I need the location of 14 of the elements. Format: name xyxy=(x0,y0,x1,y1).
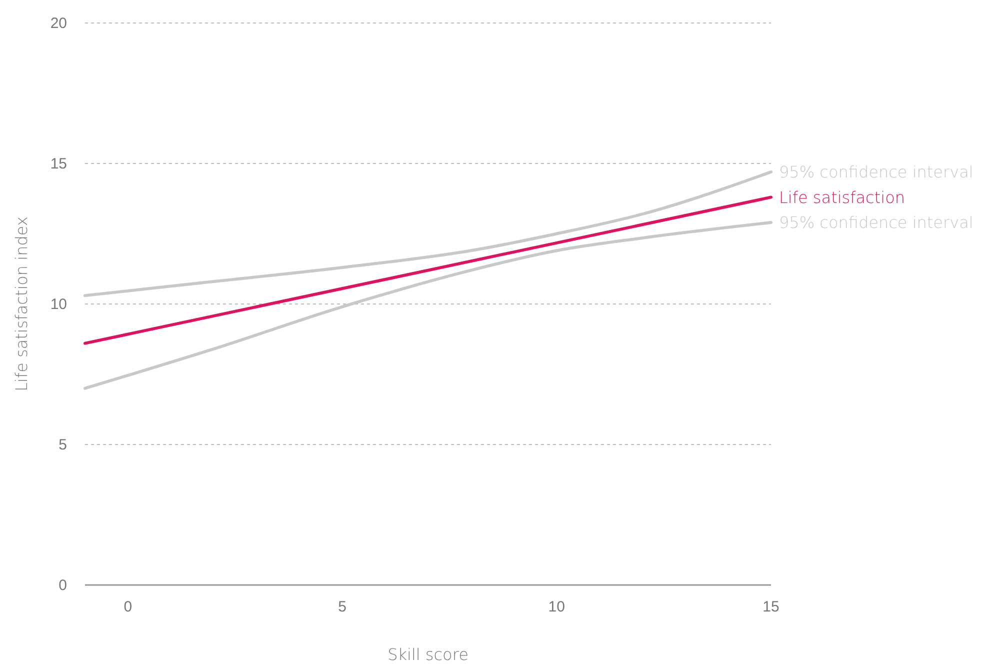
y-tick-label: 10 xyxy=(50,296,67,313)
y-tick-label: 0 xyxy=(58,576,67,594)
x-tick-label: 15 xyxy=(762,598,780,616)
series-label: Life satisfaction xyxy=(779,188,905,207)
line-series xyxy=(84,170,772,298)
x-tick-label: 10 xyxy=(548,598,565,616)
x-tick-label: 5 xyxy=(338,598,346,616)
y-tick-label: 15 xyxy=(50,155,67,172)
x-tick-label: 0 xyxy=(124,598,132,616)
y-axis-title: Life satisfaction index xyxy=(12,216,31,392)
x-axis-title: Skill score xyxy=(388,645,468,664)
y-tick-label: 20 xyxy=(50,14,67,32)
line-series xyxy=(84,221,772,390)
y-tick-label: 5 xyxy=(58,436,67,454)
